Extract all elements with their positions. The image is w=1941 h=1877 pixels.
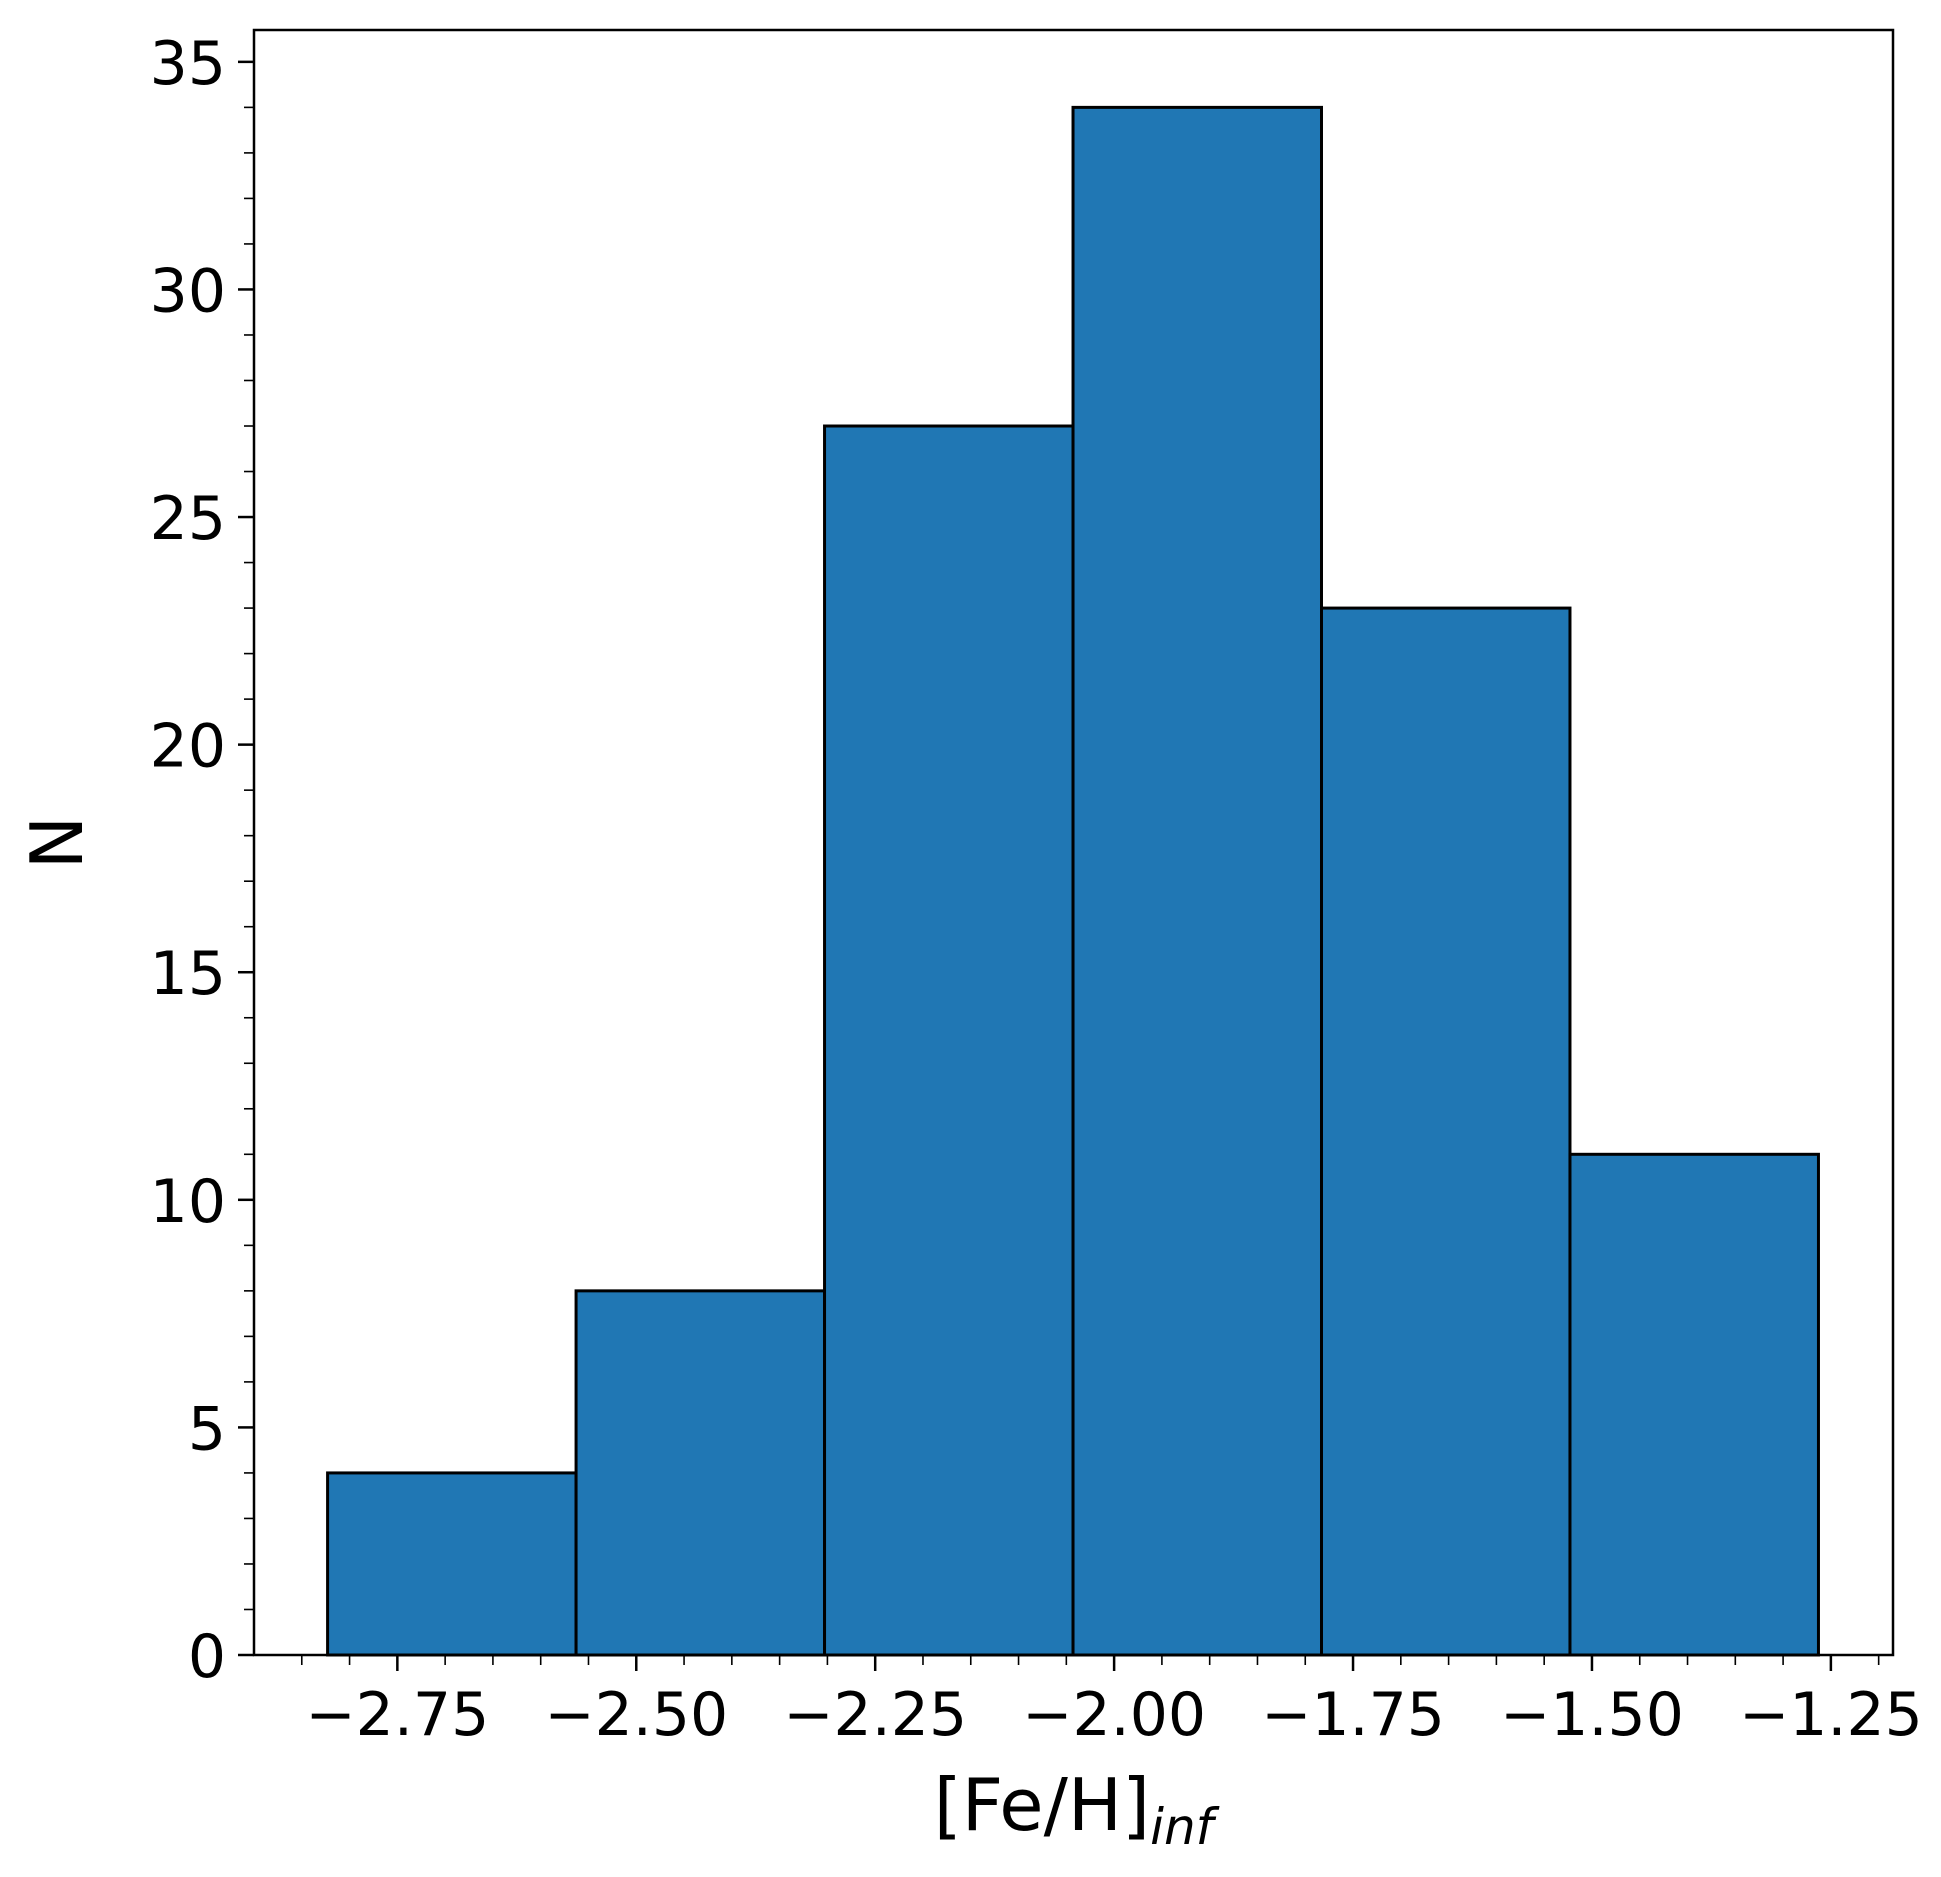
histogram-bar-4	[1071, 105, 1324, 1657]
y-tick-label: 20	[150, 712, 226, 782]
histogram-bar-2	[574, 1289, 827, 1657]
x-axis-title-main: [Fe/H]	[934, 1763, 1150, 1847]
bars-group	[326, 105, 1820, 1657]
y-tick-label: 15	[150, 939, 226, 1009]
x-tick-label: −1.75	[1261, 1680, 1445, 1750]
x-tick-label: −2.50	[544, 1680, 728, 1750]
x-tick-label: −2.00	[1022, 1680, 1206, 1750]
histogram-bar-5	[1320, 606, 1572, 1657]
plot-frame	[252, 28, 1895, 1657]
tick-labels-group: −2.75 −2.50 −2.25 −2.00 −1.75 −1.50 −1.25 0 5 10 1…	[150, 29, 1923, 1750]
histogram-bar-6	[1568, 1152, 1820, 1657]
ticks-group	[238, 60, 1880, 1671]
x-tick-label: −1.50	[1500, 1680, 1684, 1750]
y-tick-label: 5	[188, 1394, 226, 1464]
x-tick-label: −2.25	[783, 1680, 967, 1750]
histogram-bar-1	[326, 1471, 578, 1657]
x-tick-label: −1.25	[1739, 1680, 1923, 1750]
y-tick-label: 35	[150, 29, 226, 99]
y-axis-title: N	[15, 816, 99, 870]
y-tick-label: 30	[150, 256, 226, 326]
x-axis-title-subscript: inf	[1150, 1798, 1220, 1856]
y-tick-label: 0	[188, 1622, 226, 1692]
histogram-bar-3	[823, 424, 1075, 1657]
x-tick-label: −2.75	[305, 1680, 489, 1750]
y-tick-label: 10	[150, 1167, 226, 1237]
x-axis-title: [Fe/H]inf	[934, 1763, 1220, 1856]
y-tick-label: 25	[150, 484, 226, 554]
